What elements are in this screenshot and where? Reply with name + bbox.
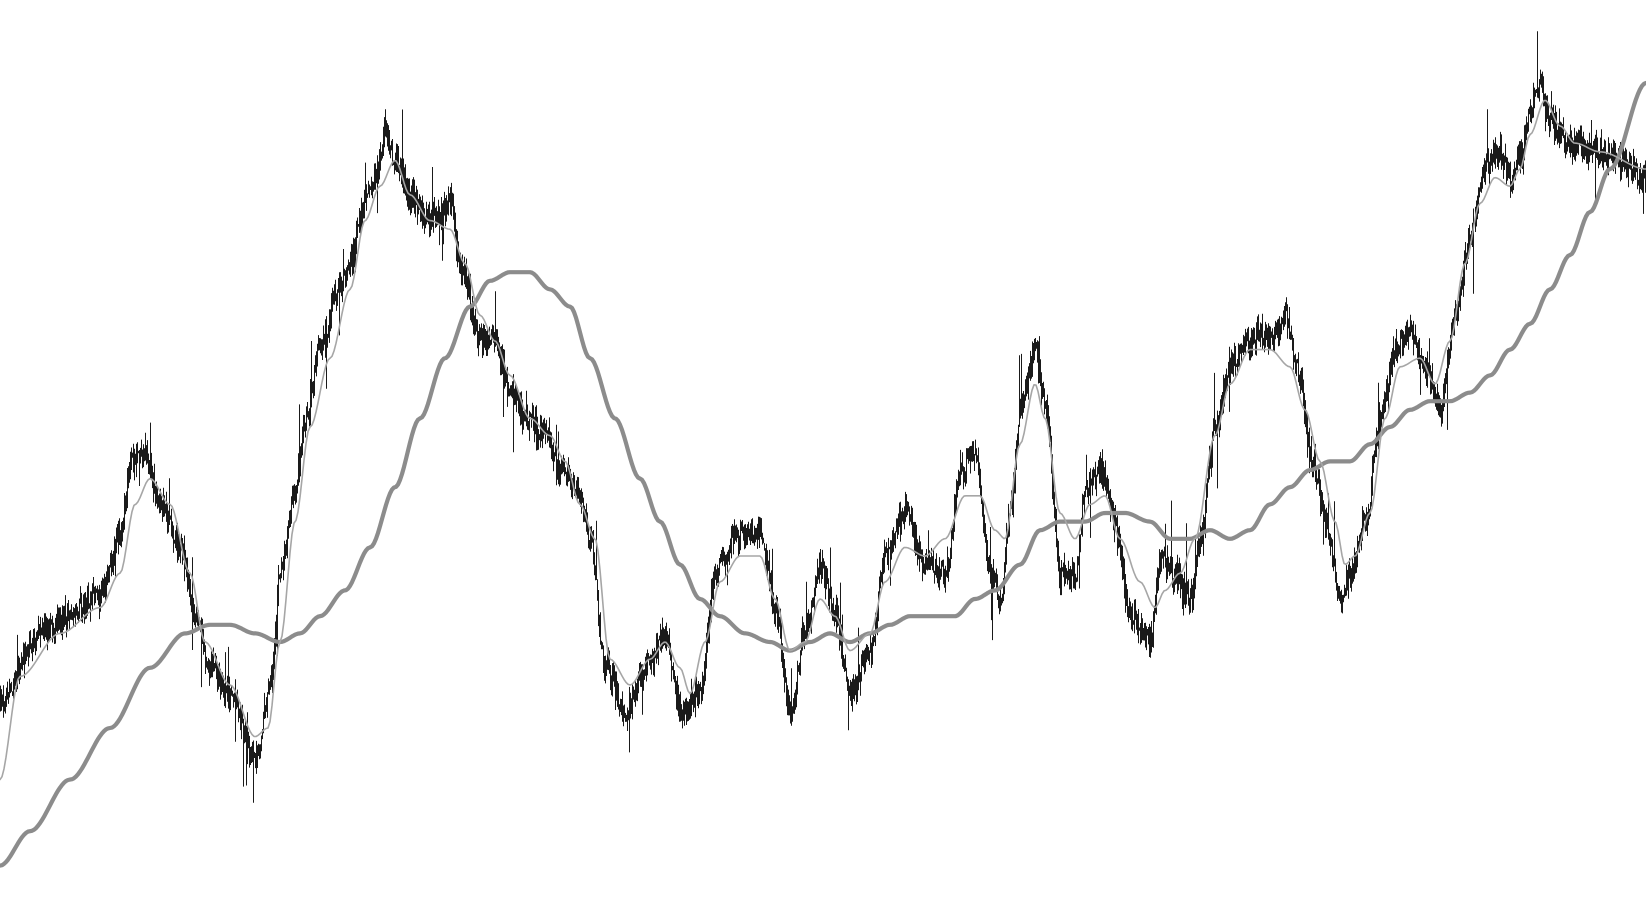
slow-moving-average-line [0, 80, 1646, 868]
fast-moving-average-line [0, 99, 1646, 781]
